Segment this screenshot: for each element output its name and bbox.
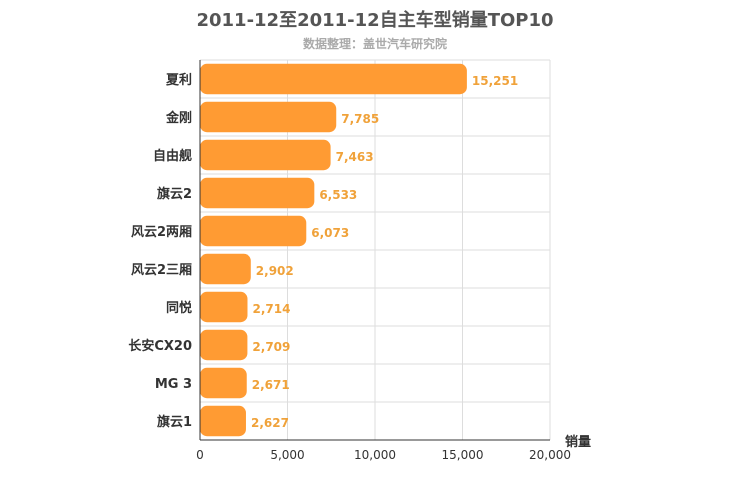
x-tick-label: 20,000	[529, 448, 571, 462]
x-tick-label: 0	[196, 448, 204, 462]
chart-subtitle: 数据整理：盖世汽车研究院	[302, 37, 447, 51]
category-label: 旗云1	[157, 414, 192, 430]
bar	[200, 405, 246, 437]
category-label: MG 3	[155, 377, 192, 392]
category-label: 夏利	[165, 72, 192, 88]
bar	[200, 367, 247, 399]
chart-title: 2011-12至2011-12自主车型销量TOP10	[196, 10, 554, 31]
category-label: 自由舰	[153, 148, 192, 164]
x-tick-labels: 0 5,000 10,000 15,000 20,000	[196, 448, 571, 462]
bar	[200, 101, 337, 133]
data-label: 2,709	[252, 340, 290, 354]
category-label: 风云2两厢	[131, 225, 192, 240]
x-tick-label: 15,000	[442, 448, 484, 462]
data-label: 2,902	[256, 264, 294, 278]
data-label: 2,714	[252, 302, 290, 316]
bar	[200, 215, 307, 247]
bar	[200, 177, 315, 209]
bar	[200, 63, 467, 95]
data-label: 6,073	[311, 226, 349, 240]
data-label: 6,533	[319, 188, 357, 202]
bars	[200, 63, 467, 437]
category-label: 旗云2	[157, 186, 192, 202]
data-label: 7,785	[341, 112, 379, 126]
x-tick-label: 10,000	[354, 448, 396, 462]
bar	[200, 329, 248, 361]
x-tick-label: 5,000	[270, 448, 304, 462]
category-label: 金刚	[165, 110, 192, 126]
data-label: 2,627	[251, 416, 289, 430]
category-label: 长安CX20	[128, 338, 192, 354]
category-label: 风云2三厢	[131, 263, 192, 278]
bar	[200, 291, 248, 323]
bar	[200, 139, 331, 171]
data-label: 15,251	[472, 74, 518, 88]
x-axis-label: 销量	[565, 434, 591, 450]
data-label: 2,671	[252, 378, 290, 392]
data-label: 7,463	[336, 150, 374, 164]
data-labels: 15,251 7,785 7,463 6,533 6,073 2,902 2,714 2,70…	[251, 74, 518, 430]
bar	[200, 253, 251, 285]
category-label: 同悦	[166, 300, 192, 316]
